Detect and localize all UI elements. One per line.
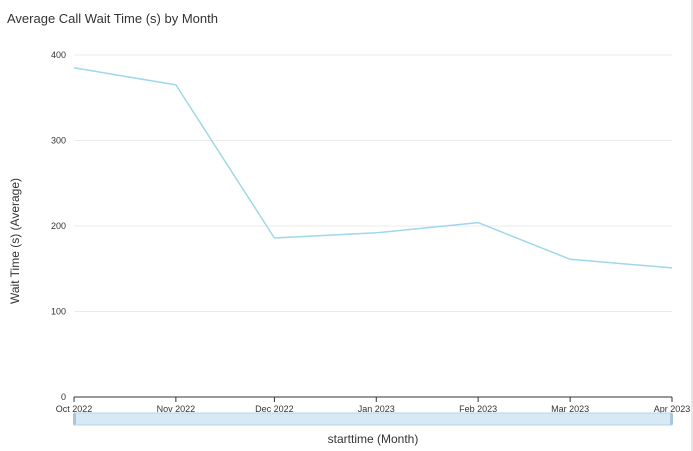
data-point[interactable] bbox=[474, 219, 482, 227]
x-tick-label: Dec 2022 bbox=[255, 404, 294, 414]
data-point[interactable] bbox=[172, 81, 180, 89]
data-point[interactable] bbox=[566, 255, 574, 263]
y-tick-label: 100 bbox=[51, 307, 66, 317]
y-axis-ticks: 0 100 200 300 400 bbox=[51, 50, 66, 402]
y-tick-label: 0 bbox=[61, 392, 66, 402]
x-tick-label: Oct 2022 bbox=[56, 404, 93, 414]
x-tick-label: Apr 2023 bbox=[654, 404, 691, 414]
grid-lines bbox=[74, 54, 672, 312]
x-scrollbar[interactable] bbox=[73, 412, 673, 426]
data-point[interactable] bbox=[70, 64, 78, 72]
y-axis-label: Wait Time (s) (Average) bbox=[8, 178, 22, 304]
y-tick-label: 400 bbox=[51, 50, 66, 60]
chart-title: Average Call Wait Time (s) by Month bbox=[7, 11, 218, 26]
y-tick-label: 300 bbox=[51, 136, 66, 146]
x-tick-label: Feb 2023 bbox=[459, 404, 497, 414]
x-axis-ticks: Oct 2022 Nov 2022 Dec 2022 Jan 2023 Feb 2023… bbox=[56, 397, 691, 414]
data-point[interactable] bbox=[270, 234, 278, 242]
x-axis-label: starttime (Month) bbox=[328, 432, 419, 446]
x-scrollbar-right-handle[interactable] bbox=[670, 413, 673, 425]
x-tick-label: Nov 2022 bbox=[157, 404, 196, 414]
series-layer bbox=[70, 64, 676, 272]
x-scrollbar-track[interactable] bbox=[73, 412, 673, 426]
x-tick-label: Jan 2023 bbox=[358, 404, 395, 414]
data-point[interactable] bbox=[668, 264, 676, 272]
data-point[interactable] bbox=[372, 229, 380, 237]
window-scrollbar-edge bbox=[691, 0, 693, 451]
y-tick-label: 200 bbox=[51, 221, 66, 231]
x-scrollbar-left-handle[interactable] bbox=[73, 413, 76, 425]
x-tick-label: Mar 2023 bbox=[551, 404, 589, 414]
series-line bbox=[73, 67, 673, 269]
